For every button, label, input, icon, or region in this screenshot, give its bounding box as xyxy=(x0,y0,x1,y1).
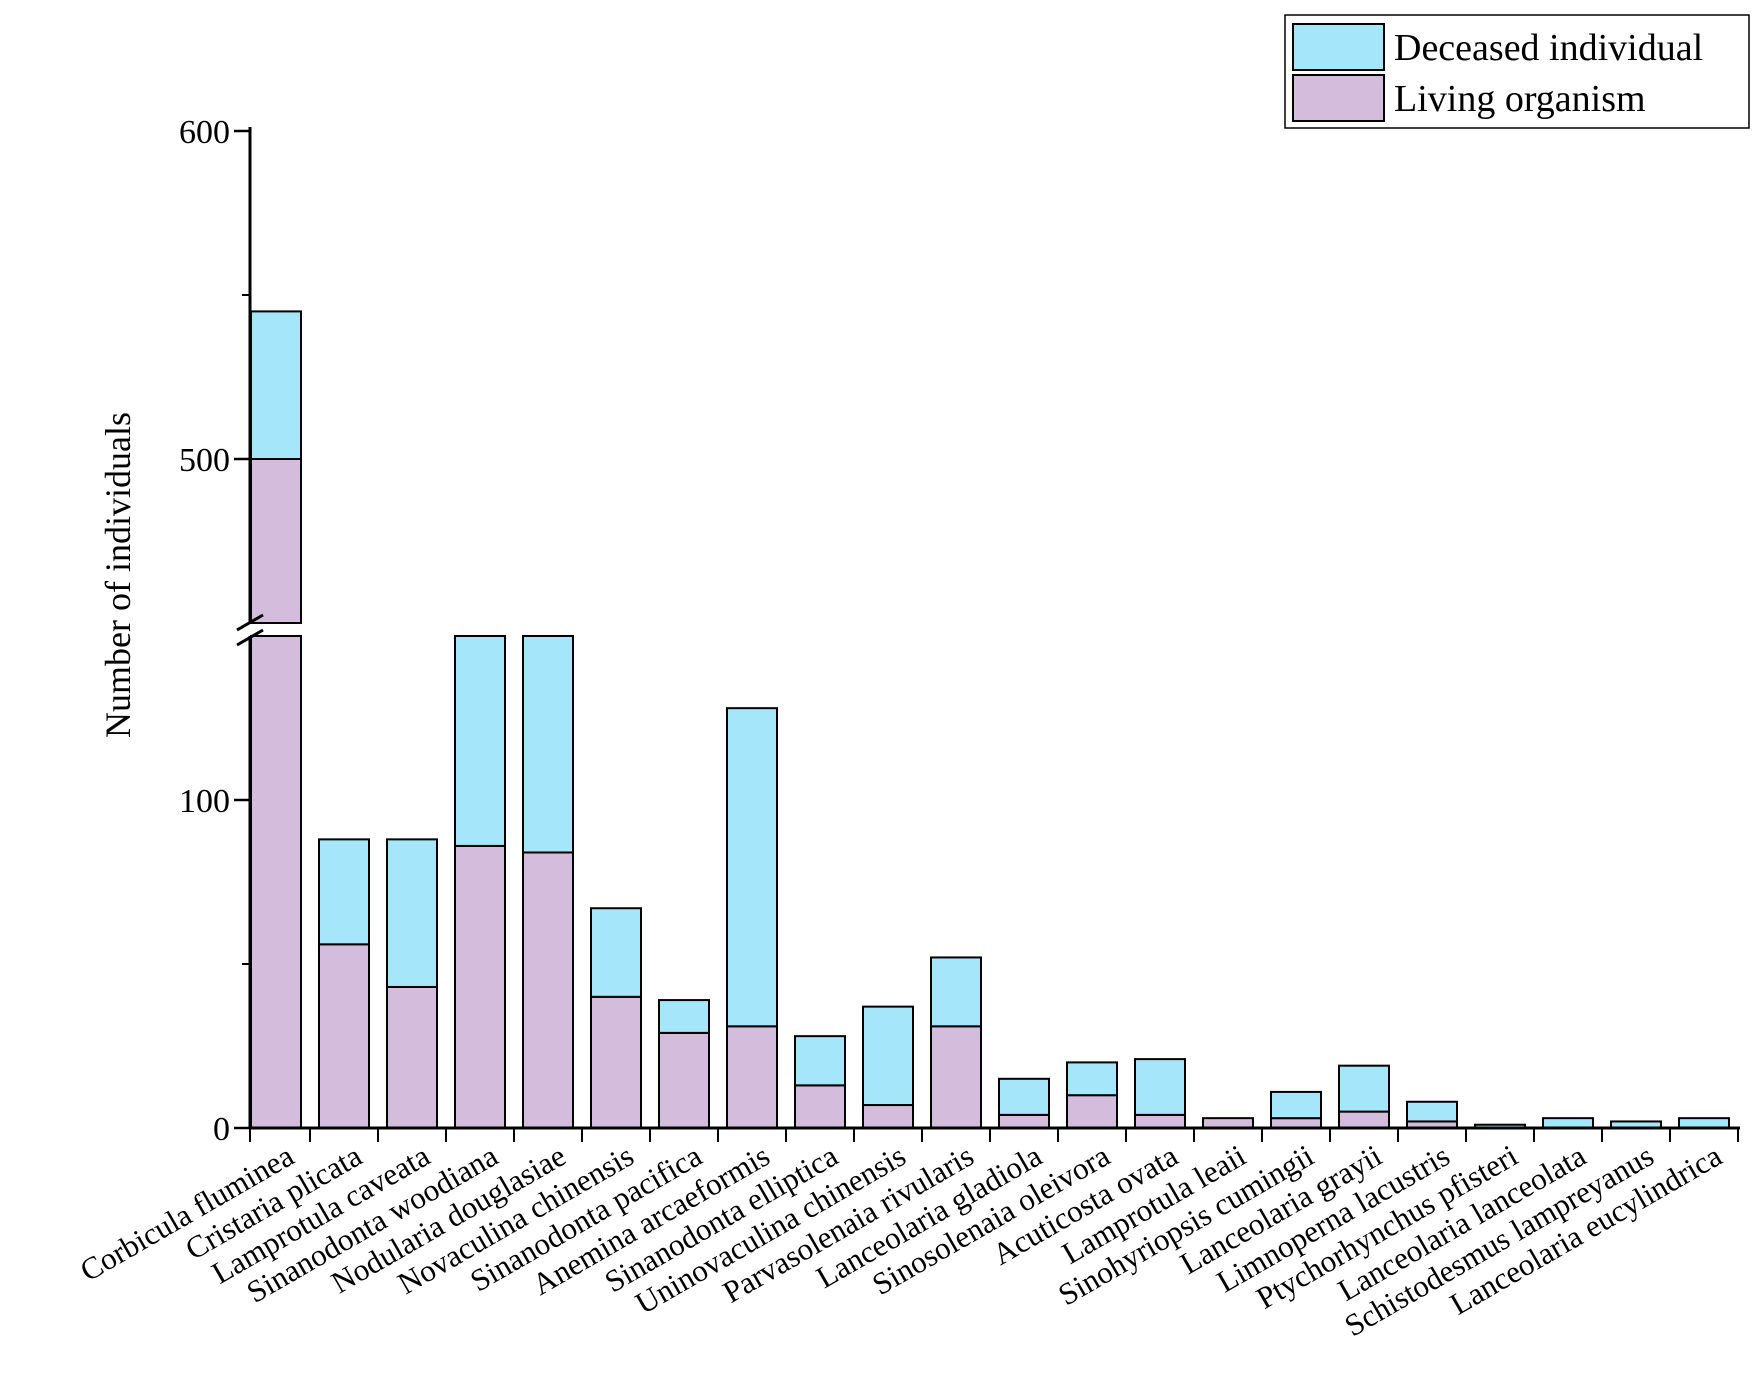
bar-living-0 xyxy=(250,458,302,624)
bar-living-16 xyxy=(1338,1110,1390,1129)
bar-deceased-17 xyxy=(1406,1100,1458,1123)
bar-living-2 xyxy=(386,985,438,1130)
y-tick-label-3: 600 xyxy=(179,114,230,151)
bar-deceased-0 xyxy=(250,310,302,460)
y-tick-label-1: 100 xyxy=(179,783,230,820)
bar-living-9 xyxy=(862,1104,914,1130)
bar-living-1 xyxy=(318,943,370,1129)
bar-living-5 xyxy=(590,995,642,1129)
bar-deceased-4 xyxy=(522,635,574,854)
bar-living-4 xyxy=(522,851,574,1129)
legend-swatch-living xyxy=(1292,74,1385,122)
bar-deceased-12 xyxy=(1066,1061,1118,1097)
bar-living-11 xyxy=(998,1113,1050,1130)
bar-deceased-2 xyxy=(386,838,438,988)
bar-deceased-6 xyxy=(658,999,710,1034)
legend-label-living: Living organism xyxy=(1394,78,1646,120)
y-tick-label-0: 0 xyxy=(213,1111,230,1148)
bar-deceased-13 xyxy=(1134,1058,1186,1116)
bar-deceased-10 xyxy=(930,956,982,1028)
y-tick-label-2: 500 xyxy=(179,442,230,479)
bar-deceased-16 xyxy=(1338,1064,1390,1113)
legend-swatch-deceased xyxy=(1292,23,1385,71)
bar-deceased-5 xyxy=(590,907,642,998)
legend-label-deceased: Deceased individual xyxy=(1394,27,1703,69)
bar-living-7 xyxy=(726,1025,778,1129)
bar-living-12 xyxy=(1066,1094,1118,1129)
bar-living-13 xyxy=(1134,1113,1186,1130)
bar-deceased-7 xyxy=(726,707,778,1028)
bar-deceased-1 xyxy=(318,838,370,946)
bar-deceased-9 xyxy=(862,1005,914,1107)
bar-living-0 xyxy=(250,635,302,1129)
axes-group: 0 100 500 600 xyxy=(179,114,1740,1148)
y-axis-title: Number of individuals xyxy=(98,412,138,738)
bar-living-6 xyxy=(658,1031,710,1130)
bar-living-8 xyxy=(794,1084,846,1129)
bar-deceased-15 xyxy=(1270,1090,1322,1120)
bar-deceased-11 xyxy=(998,1077,1050,1116)
bar-living-10 xyxy=(930,1025,982,1129)
legend: Deceased individual Living organism xyxy=(1284,14,1750,129)
bars-group xyxy=(250,310,1730,1130)
bar-deceased-8 xyxy=(794,1035,846,1087)
axis-break-mark-upper xyxy=(236,613,264,632)
bar-living-3 xyxy=(454,844,506,1129)
axis-break-mark-lower xyxy=(236,628,264,647)
bar-deceased-3 xyxy=(454,635,506,847)
